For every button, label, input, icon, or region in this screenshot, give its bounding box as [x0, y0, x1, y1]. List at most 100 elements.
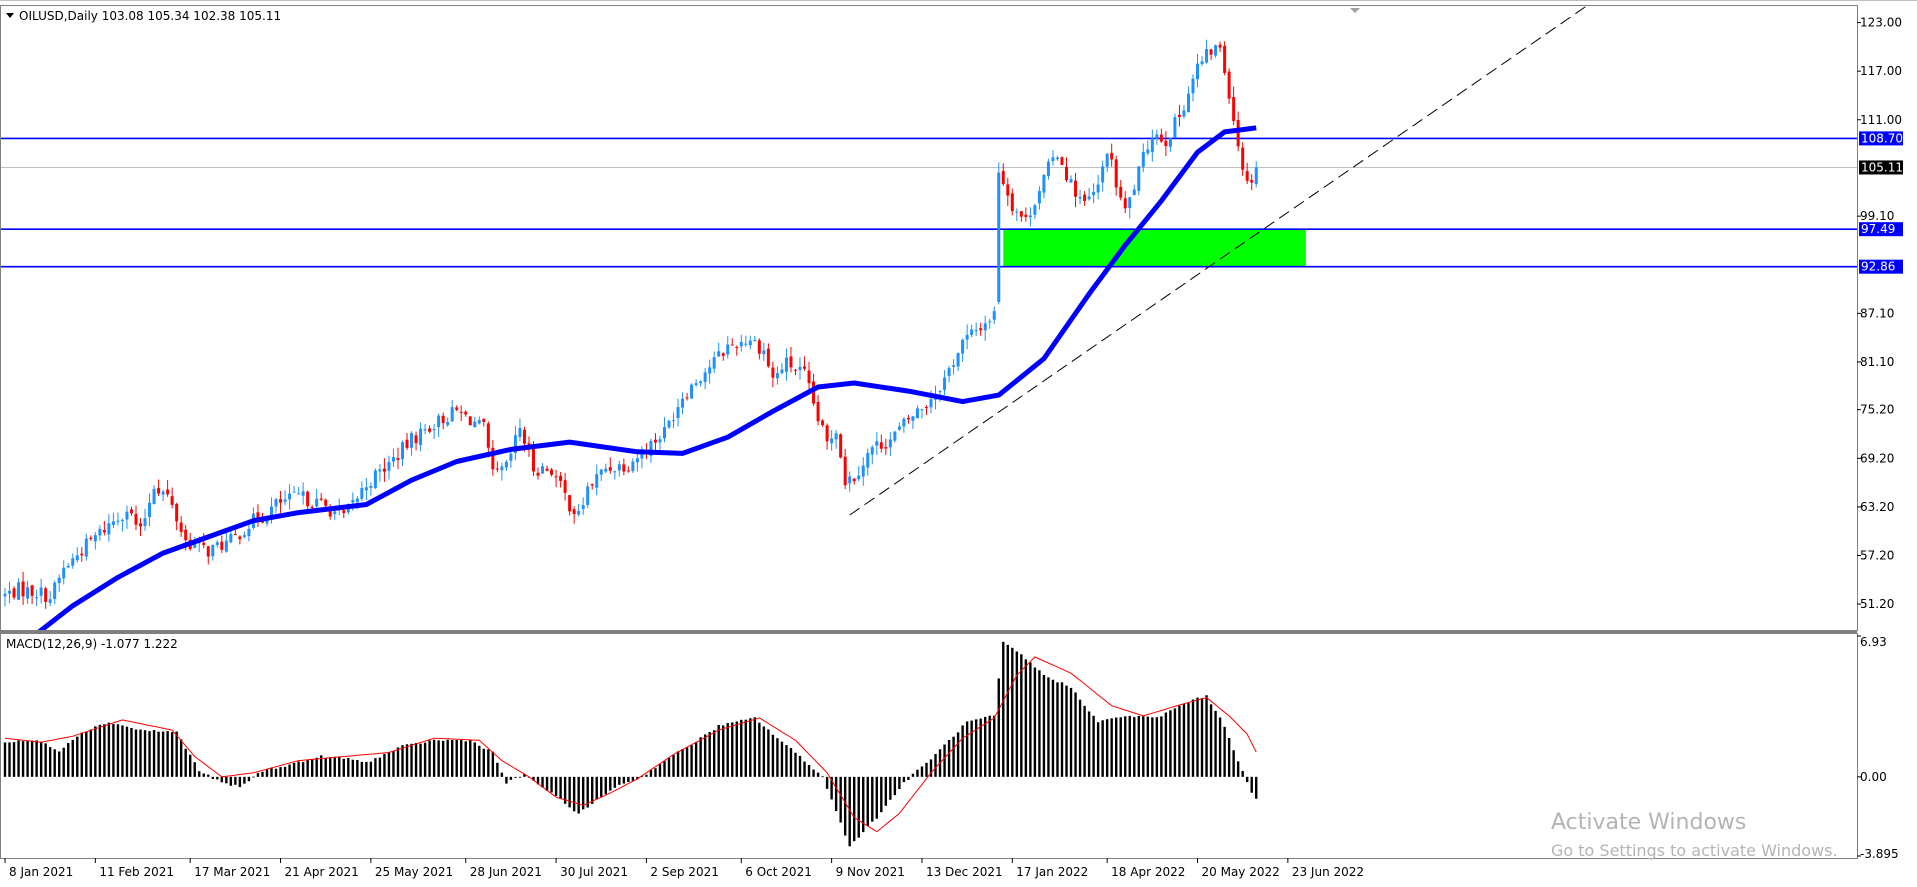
macd-bar [798, 755, 802, 777]
macd-bar [44, 743, 47, 777]
macd-bar [862, 776, 865, 833]
macd-bar [225, 776, 228, 784]
macd-bar [907, 776, 910, 780]
price-tick-label: 111.00 [1860, 113, 1902, 127]
macd-bar [1191, 699, 1195, 777]
candle-body [98, 528, 102, 536]
candle-body [1155, 134, 1159, 140]
macd-bar [1241, 771, 1244, 777]
macd-bar [618, 776, 621, 785]
macd-bar [676, 751, 680, 777]
candle-body [1074, 180, 1078, 197]
time-tick-label: 11 Feb 2021 [99, 865, 174, 879]
macd-bar [663, 761, 666, 777]
candle-body [355, 498, 359, 503]
macd-bar [1155, 717, 1159, 777]
candle-body [1046, 161, 1050, 177]
activate-windows-subtitle: Go to Settings to activate Windows. [1551, 841, 1838, 860]
demand-zone[interactable] [1003, 229, 1306, 267]
candle-body [536, 472, 540, 476]
macd-bar [1187, 703, 1190, 777]
candle-body [947, 368, 951, 376]
candle-body [1173, 117, 1177, 138]
candle-body [988, 321, 992, 323]
candle-body [662, 427, 666, 439]
macd-header: MACD(12,26,9) -1.077 1.222 [6, 637, 178, 651]
candle-body [1114, 159, 1118, 188]
candle-body [405, 439, 409, 448]
macd-bar [1214, 710, 1217, 777]
time-tick-label: 9 Nov 2021 [836, 865, 905, 879]
macd-bar [351, 759, 355, 777]
macd-bar [1182, 703, 1186, 777]
macd-bar [1146, 716, 1150, 777]
macd-bar [356, 760, 359, 777]
macd-bar [175, 731, 178, 777]
price-panel[interactable] [0, 5, 1858, 631]
macd-bar [247, 776, 251, 782]
candle-body [572, 509, 576, 515]
candle-body [513, 435, 517, 454]
macd-bar [500, 772, 504, 777]
macd-panel[interactable] [0, 633, 1858, 859]
macd-bar [423, 742, 427, 777]
macd-bar [478, 745, 481, 777]
macd-bar [1051, 679, 1055, 777]
macd-bar [473, 742, 476, 777]
candle-body [1101, 166, 1105, 183]
candle-body [821, 420, 825, 426]
candle-body [1015, 211, 1019, 213]
candle-body [1177, 114, 1181, 118]
macd-bar [189, 754, 192, 777]
macd-bar [1173, 708, 1177, 777]
candle-body [979, 328, 983, 331]
macd-bar [685, 747, 689, 777]
candle-body [672, 420, 676, 422]
candle-body [699, 381, 703, 384]
candle-body [364, 487, 368, 491]
macd-bar [631, 776, 635, 781]
macd-bar [1142, 716, 1145, 777]
macd-bar [401, 745, 404, 777]
candle-body [1078, 197, 1082, 199]
macd-bar [1245, 776, 1249, 783]
trendline[interactable] [849, 6, 1587, 516]
candle-body [202, 542, 206, 545]
macd-bar [202, 773, 205, 777]
symbol-menu-arrow-icon[interactable] [6, 13, 14, 18]
macd-bar [1128, 715, 1131, 777]
candle-body [116, 520, 120, 522]
macd-bar [554, 776, 558, 796]
candle-body [974, 330, 978, 332]
macd-bar [369, 761, 373, 777]
candle-body [206, 546, 210, 557]
candle-body [1092, 191, 1096, 196]
macd-bar [1196, 697, 1199, 777]
candle-body [446, 422, 450, 426]
candle-body [586, 486, 590, 505]
macd-bar [717, 724, 720, 777]
candle-body [748, 340, 752, 346]
candle-body [39, 587, 43, 596]
candle-body [500, 466, 504, 471]
macd-bar [672, 754, 675, 777]
macd-bar [708, 732, 711, 777]
macd-bar [785, 745, 788, 777]
macd-bar [505, 776, 508, 784]
macd-tick-label: 0.00 [1860, 770, 1887, 784]
macd-bar [1137, 715, 1140, 777]
macd-bar [170, 732, 174, 777]
macd-bar [428, 740, 431, 777]
macd-bar [1178, 705, 1181, 777]
candle-body [1019, 211, 1023, 217]
macd-bar [857, 776, 860, 838]
candle-body [48, 599, 52, 603]
macd-bar [1060, 682, 1064, 777]
chart-shift-marker-icon[interactable] [1350, 8, 1360, 13]
time-tick-label: 28 Jun 2021 [470, 865, 542, 879]
macd-bar [758, 722, 761, 777]
candle-body [879, 442, 883, 449]
macd-bar [974, 719, 978, 777]
macd-bar [572, 776, 576, 812]
candle-body [1083, 194, 1087, 201]
